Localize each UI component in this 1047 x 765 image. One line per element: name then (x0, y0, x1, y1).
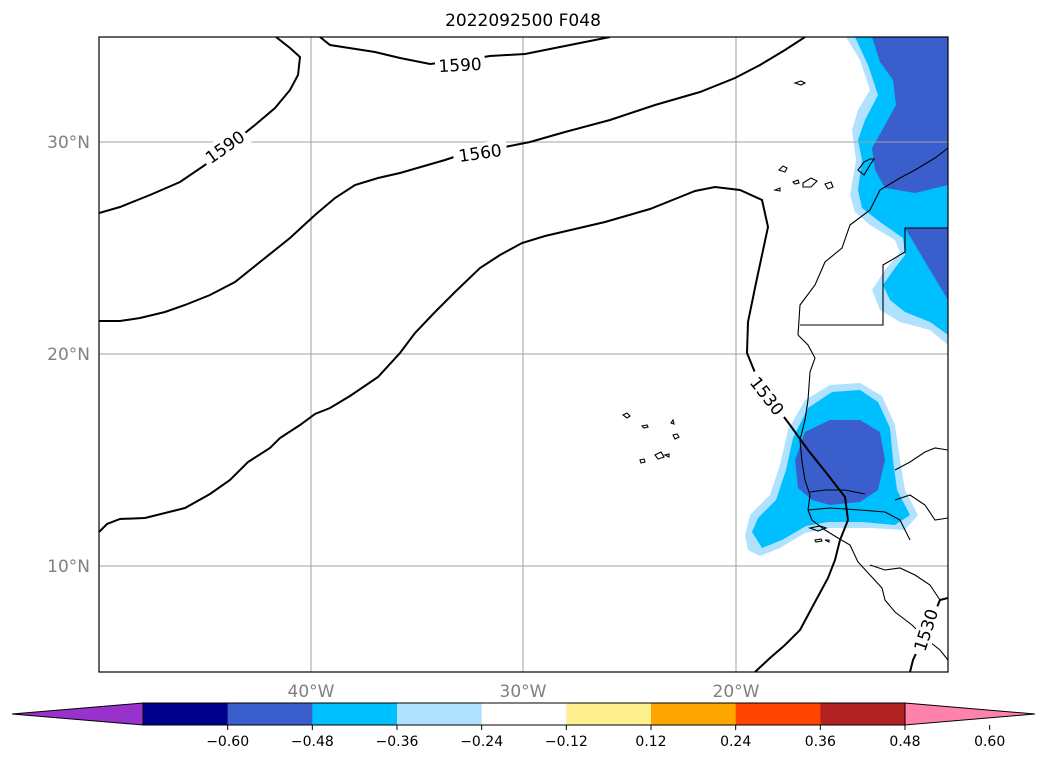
colorbar-segment (820, 703, 906, 725)
colorbar-ticks: −0.60 −0.48 −0.36 −0.24 −0.12 0.12 0.24 0.36 0.4… (206, 725, 1005, 750)
colorbar-tick-label: −0.48 (291, 734, 334, 750)
map-frame (98, 36, 949, 673)
anomaly-shading-south (745, 383, 918, 556)
lat-label-20n: 20°N (47, 345, 90, 365)
colorbar-segment (227, 703, 313, 725)
colorbar-tick-label: −0.12 (545, 734, 588, 750)
lon-label-40w: 40°W (288, 682, 335, 702)
lat-label-10n: 10°N (47, 557, 90, 577)
colorbar-tick-label: 0.12 (635, 734, 666, 750)
colorbar-tick-label: 0.60 (974, 734, 1005, 750)
map-plot-area: 1590 1590 1560 1530 1530 (99, 37, 948, 672)
colorbar-tick-label: 0.48 (889, 734, 920, 750)
colorbar-segment (312, 703, 398, 725)
colorbar: −0.60 −0.48 −0.36 −0.24 −0.12 0.12 0.24 0.36 0.4… (11, 702, 1036, 750)
colorbar-segment (566, 703, 652, 725)
latitude-labels: 30°N 20°N 10°N (47, 133, 90, 577)
height-contours (99, 37, 948, 672)
colorbar-extend-high (904, 702, 1036, 726)
coastlines (621, 80, 948, 661)
colorbar-tick-label: −0.24 (460, 734, 503, 750)
colorbar-extend-low (11, 702, 144, 726)
colorbar-tick-label: 0.24 (720, 734, 751, 750)
anomaly-shading-north (846, 37, 948, 345)
longitude-labels: 40°W 30°W 20°W (288, 682, 760, 702)
colorbar-segment (397, 703, 483, 725)
colorbar-frame (142, 702, 906, 726)
lon-label-20w: 20°W (713, 682, 760, 702)
colorbar-tick-label: 0.36 (805, 734, 836, 750)
colorbar-segment (651, 703, 737, 725)
lon-label-30w: 30°W (500, 682, 547, 702)
lat-label-30n: 30°N (47, 133, 90, 153)
colorbar-segment (143, 703, 229, 725)
colorbar-tick-label: −0.60 (206, 734, 249, 750)
contour-label-1590-north: 1590 (438, 55, 482, 77)
map-title: 2022092500 F048 (445, 11, 601, 31)
colorbar-tick-label: −0.36 (376, 734, 419, 750)
colorbar-segments (11, 702, 1036, 726)
colorbar-segment (735, 703, 821, 725)
colorbar-segment (481, 703, 567, 725)
